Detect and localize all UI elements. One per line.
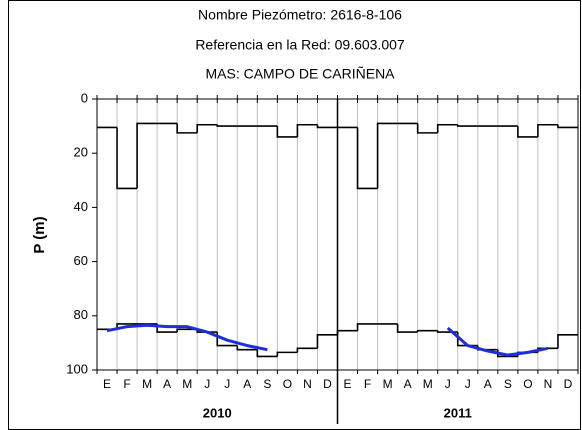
title-line: Referencia en la Red: 09.603.007 (195, 37, 405, 53)
step-segment (296, 347, 318, 353)
x-tick-label: M (383, 377, 393, 391)
y-tick-label: 0 (81, 90, 88, 105)
x-tick-label: M (423, 377, 433, 391)
step-segment (296, 123, 318, 137)
step-segment (136, 122, 158, 189)
step-segment (396, 323, 418, 333)
measured-line (106, 323, 549, 357)
step-segment (336, 329, 358, 335)
x-tick-label: F (364, 377, 371, 391)
x-tick-label: J (204, 377, 210, 391)
title-line: Nombre Piezómetro: 2616-8-106 (198, 7, 402, 23)
x-tick-label: E (344, 377, 352, 391)
x-tick-label: A (404, 377, 412, 391)
x-tick-label: J (465, 377, 471, 391)
step-segment (276, 126, 298, 138)
y-tick-label: 20 (74, 145, 88, 160)
step-segment (236, 345, 258, 351)
plot-border (96, 98, 579, 371)
step-segment (456, 124, 478, 127)
x-tick-label: M (142, 377, 152, 391)
x-tick-label: D (323, 377, 332, 391)
title-line: MAS: CAMPO DE CARIÑENA (205, 66, 395, 82)
step-segment (416, 329, 438, 333)
step-segment (276, 351, 298, 357)
step-segment (416, 123, 438, 134)
step-segment (116, 127, 138, 190)
step-segment (356, 127, 378, 190)
step-segment (196, 123, 218, 133)
step-segment (376, 122, 398, 189)
y-tick-label: 60 (74, 253, 88, 268)
y-tick-label: 40 (74, 199, 88, 214)
y-axis-label: P (m) (31, 216, 48, 253)
x-tick-label: J (224, 377, 230, 391)
step-segment (256, 349, 278, 358)
step-segment (356, 323, 378, 331)
x-tick-label: S (263, 377, 271, 391)
y-tick-label: 80 (74, 307, 88, 322)
x-tick-label: N (303, 377, 312, 391)
x-tick-label: F (123, 377, 130, 391)
step-segment (216, 124, 238, 127)
year-label: 2010 (203, 405, 232, 420)
x-tick-label: O (283, 377, 292, 391)
step-segment (316, 333, 338, 349)
x-tick-label: A (484, 377, 492, 391)
x-tick-label: M (182, 377, 192, 391)
step-segment (316, 124, 338, 129)
x-tick-label: D (564, 377, 573, 391)
x-tick-label: J (445, 377, 451, 391)
year-label: 2011 (444, 405, 472, 420)
step-segment (517, 126, 538, 138)
x-tick-label: A (243, 377, 251, 391)
x-tick-label: A (163, 377, 171, 391)
step-segment (557, 124, 578, 129)
y-tick-label: 100 (66, 361, 88, 376)
step-segment (176, 123, 198, 134)
step-segment (557, 333, 578, 349)
x-tick-label: E (103, 377, 111, 391)
step-segment (537, 123, 558, 137)
x-tick-label: O (523, 377, 532, 391)
step-segment (436, 123, 458, 133)
x-tick-label: S (504, 377, 512, 391)
step-segment (176, 328, 198, 333)
x-tick-label: N (544, 377, 553, 391)
